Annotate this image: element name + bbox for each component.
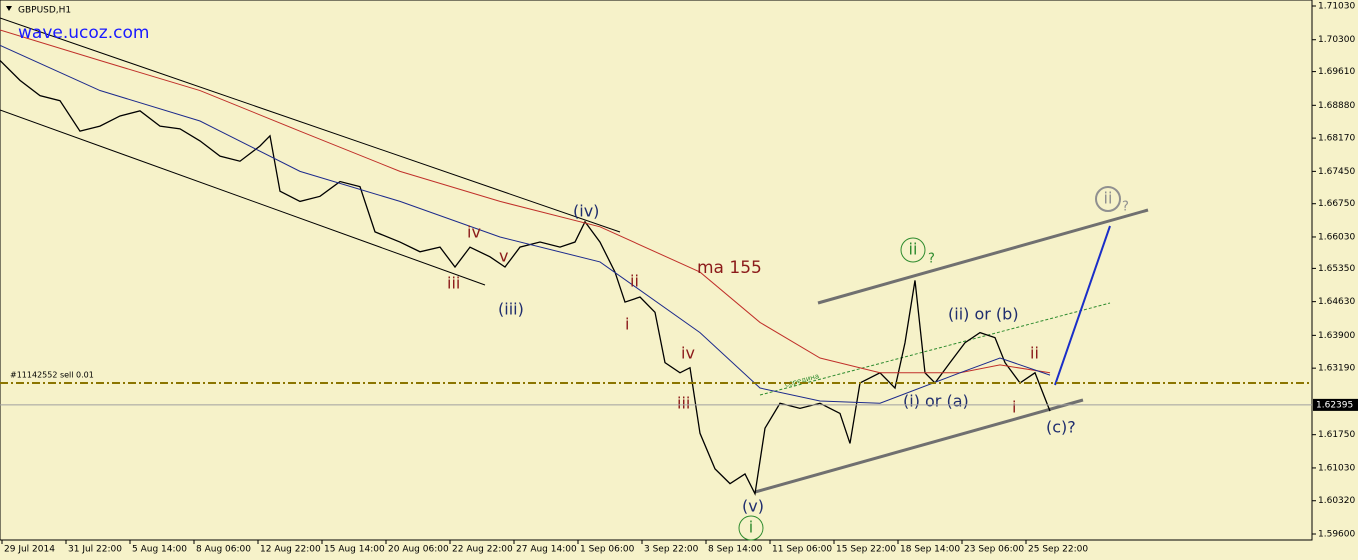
wave-label: ii (1030, 344, 1039, 363)
wave-label: ? (928, 252, 935, 267)
wave-label: ? (1122, 200, 1129, 215)
y-tick-label: 1.59600 (1318, 529, 1355, 539)
projection-line (1054, 225, 1111, 386)
y-tick-label: 1.69610 (1318, 67, 1355, 77)
wave-label: iv (681, 344, 695, 363)
last-price-box (1313, 398, 1358, 411)
series-group (0, 29, 1051, 496)
x-tick-label: 11 Sep 06:00 (772, 545, 832, 555)
x-tick-label: 5 Aug 14:00 (132, 545, 187, 555)
chart-title: GBPUSD,H1 (18, 6, 71, 16)
x-tick-label: 15 Aug 14:00 (324, 545, 385, 555)
x-tick-label: 18 Sep 14:00 (900, 545, 960, 555)
plot-area (0, 0, 1313, 541)
wave-label: iii (677, 394, 690, 413)
order-label: #11142552 sell 0.01 (10, 371, 94, 380)
wave-label: (iv) (573, 202, 599, 221)
wave-label: ii (1104, 189, 1113, 208)
y-tick-label: 1.68170 (1318, 134, 1355, 144)
wave-label: (iii) (498, 300, 524, 319)
wave-circle (1095, 186, 1121, 212)
y-tick-label: 1.63190 (1318, 364, 1355, 374)
y-tick-label: 1.61750 (1318, 430, 1355, 440)
x-tick-label: 20 Aug 06:00 (388, 545, 449, 555)
y-tick-label: 1.68880 (1318, 101, 1355, 111)
x-tick-label: 27 Aug 14:00 (516, 545, 577, 555)
wave-label: i (625, 315, 629, 334)
x-tick-label: 8 Sep 14:00 (708, 545, 763, 555)
y-tick-label: 1.71030 (1318, 2, 1355, 12)
series-line (0, 44, 1051, 404)
wave-label: iv (467, 223, 481, 242)
x-tick-label: 1 Sep 06:00 (580, 545, 635, 555)
wave-label: v (499, 247, 508, 266)
wave-label: iii (447, 274, 460, 293)
x-tick-label: 8 Aug 06:00 (196, 545, 251, 555)
annotation: ma 155 (697, 258, 762, 278)
wave-label: (ii) or (b) (948, 305, 1019, 324)
y-tick-label: 1.70300 (1318, 35, 1355, 45)
y-tick-label: 1.65350 (1318, 264, 1355, 274)
x-tick-label: 31 Jul 22:00 (68, 545, 122, 555)
midline (759, 302, 1111, 396)
wave-label: (c)? (1046, 418, 1076, 437)
drawings (0, 6, 1149, 541)
x-tick-label: 23 Sep 06:00 (964, 545, 1024, 555)
wave-label: ii (909, 240, 918, 259)
y-tick-label: 1.61030 (1318, 463, 1355, 473)
wave-circle (900, 237, 926, 263)
wave-circle (738, 515, 764, 541)
wave-label: (i) or (a) (903, 392, 969, 411)
y-tick-label: 1.66750 (1318, 199, 1355, 209)
channel-line (0, 17, 621, 233)
y-tick-label: 1.60320 (1318, 496, 1355, 506)
wave-label: i (1012, 398, 1016, 417)
series-line (0, 29, 1051, 374)
channel-line (754, 398, 1084, 494)
y-tick-label: 1.64630 (1318, 297, 1355, 307)
y-tick-label: 1.63900 (1318, 331, 1355, 341)
menu-arrow (6, 6, 12, 11)
x-tick-label: 22 Aug 22:00 (452, 545, 513, 555)
annotations: wave.ucoz.com ma 155 (iv) iv iii v (iii)… (10, 23, 1129, 537)
x-tick-label: 15 Sep 22:00 (836, 545, 896, 555)
watermark: wave.ucoz.com (18, 23, 149, 43)
channel-line (0, 109, 486, 286)
y-tick-label: 1.67450 (1318, 167, 1355, 177)
x-tick-label: 29 Jul 2014 (4, 545, 55, 555)
x-tick-label: 12 Aug 22:00 (260, 545, 321, 555)
channel-line (817, 208, 1149, 305)
wave-label: (v) (742, 497, 764, 516)
wave-label: ii (630, 272, 639, 291)
x-tick-label: 3 Sep 22:00 (644, 545, 699, 555)
series-line (0, 60, 1051, 496)
y-tick-label: 1.66030 (1318, 232, 1355, 242)
x-tick-label: 25 Sep 22:00 (1028, 545, 1088, 555)
last-price-label: 1.62395 (1316, 400, 1353, 410)
wave-label: i (749, 518, 753, 537)
